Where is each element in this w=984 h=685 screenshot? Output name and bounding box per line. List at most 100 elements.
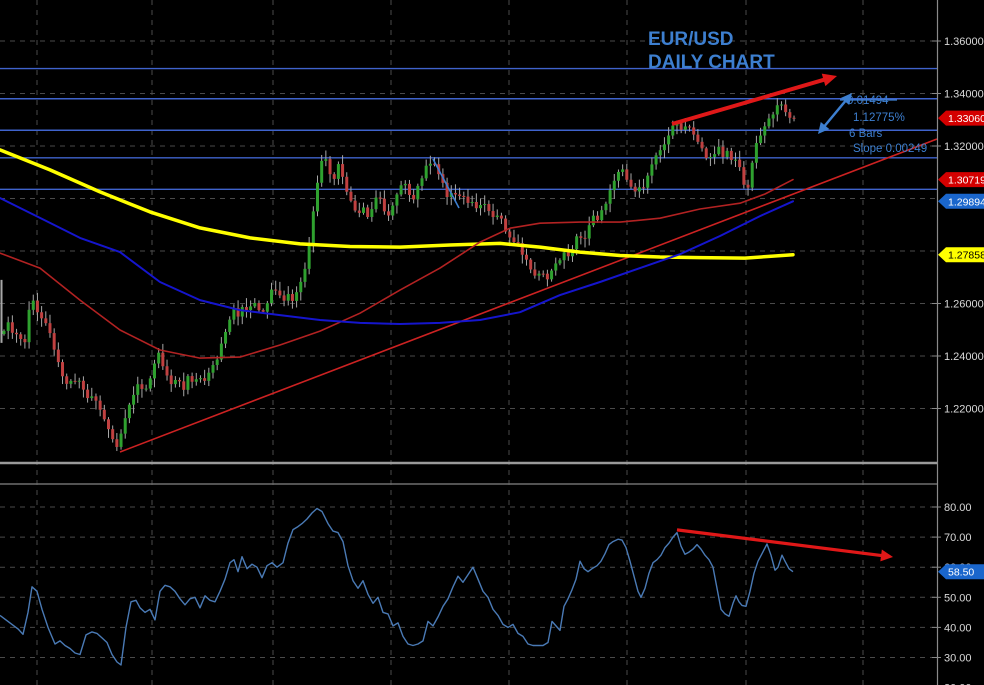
bull-candle	[537, 273, 541, 276]
ma-yellow-sma	[0, 148, 795, 260]
price-badge: 1.33060	[938, 110, 984, 126]
bear-candle	[704, 148, 708, 159]
bear-candle	[236, 308, 240, 317]
bear-candle	[533, 269, 537, 276]
bear-candle	[290, 294, 294, 301]
bear-candle	[566, 252, 570, 257]
bear-candle	[98, 400, 102, 410]
measure-slope-label[interactable]: Slope 0.00249	[853, 143, 927, 155]
main-panel[interactable]	[0, 97, 937, 453]
bear-candle	[525, 254, 528, 260]
bull-candle	[370, 209, 374, 217]
bear-candle	[178, 379, 182, 382]
bear-candle	[792, 117, 796, 119]
bear-candle	[357, 210, 361, 213]
annotation-layer	[671, 73, 893, 562]
bear-candle	[466, 196, 470, 203]
bull-candle	[299, 281, 303, 293]
bear-candle	[458, 194, 462, 197]
bear-candle	[696, 134, 700, 142]
bear-candle	[499, 215, 503, 219]
bear-candle	[274, 289, 278, 291]
bear-candle	[19, 334, 23, 339]
bull-candle	[194, 379, 198, 382]
bull-candle	[771, 114, 775, 119]
chart-title-line2: DAILY CHART	[648, 52, 775, 73]
bear-candle	[516, 242, 520, 244]
bull-candle	[224, 331, 228, 344]
indicator-tick-label: 30.00	[944, 653, 972, 665]
bull-candle	[424, 165, 428, 179]
bear-candle	[107, 419, 110, 430]
bull-candle	[558, 260, 562, 264]
bull-candle	[470, 201, 474, 203]
bull-candle	[608, 190, 612, 204]
bear-candle	[328, 159, 332, 175]
bull-candle	[90, 396, 94, 399]
measure-bars-label[interactable]: 6 Bars	[849, 128, 882, 140]
panel-divider[interactable]	[0, 461, 984, 485]
bear-candle	[487, 204, 491, 212]
bull-candle	[616, 171, 620, 181]
svg-text:1.29894: 1.29894	[948, 196, 984, 208]
bear-candle	[52, 333, 56, 350]
bull-candle	[374, 197, 378, 210]
indicator-panel[interactable]	[0, 507, 794, 666]
bear-candle	[345, 176, 349, 192]
bull-candle	[144, 388, 148, 390]
measure-percent-label[interactable]: 1.12775%	[853, 112, 905, 124]
bear-candle	[169, 375, 173, 385]
price-axis[interactable]: 1.36000 1.34000 1.32000 1.26000 1.24000 1.220…	[932, 0, 984, 685]
measure-range-label[interactable]: 0.01494	[847, 95, 889, 107]
bull-candle	[119, 433, 123, 447]
bull-candle	[495, 215, 499, 218]
bear-candle	[10, 322, 14, 333]
bull-candle	[123, 418, 127, 434]
bear-candle	[94, 396, 98, 401]
bear-candle	[61, 362, 65, 377]
bear-candle	[679, 123, 683, 130]
red-trend-arrow[interactable]	[671, 73, 837, 126]
bear-candle	[633, 186, 637, 192]
indicator-tick-label: 50.00	[944, 592, 972, 604]
bear-candle	[48, 323, 52, 334]
bull-candle	[219, 343, 223, 360]
arrowhead-icon	[840, 93, 852, 105]
bear-candle	[462, 196, 466, 198]
bear-candle	[625, 169, 629, 180]
svg-text:1.33060: 1.33060	[948, 113, 984, 125]
bull-candle	[198, 378, 202, 380]
bull-candle	[232, 308, 236, 320]
bear-candle	[56, 349, 60, 363]
bear-candle	[81, 380, 85, 390]
bull-candle	[77, 380, 81, 382]
rsi-divergence-arrow[interactable]	[676, 528, 893, 562]
bull-candle	[399, 185, 403, 195]
bull-candle	[303, 268, 307, 282]
bull-candle	[587, 225, 591, 239]
bull-candle	[717, 146, 721, 155]
bull-candle	[27, 309, 31, 343]
ma-red-sma	[0, 178, 794, 359]
bear-candle	[65, 376, 69, 384]
bull-candle	[734, 159, 737, 161]
axis-background	[938, 0, 984, 685]
mini-trendline[interactable]	[432, 158, 460, 209]
measure-double-arrow[interactable]	[818, 93, 852, 135]
bull-candle	[307, 244, 311, 269]
bull-candle	[713, 154, 717, 157]
indicator-tick-label: 20.00	[944, 683, 972, 685]
bull-candle	[395, 194, 399, 206]
bear-candle	[244, 307, 248, 311]
bear-candle	[382, 198, 386, 212]
bear-candle	[111, 429, 115, 440]
bull-candle	[612, 180, 616, 191]
bear-candle	[73, 380, 77, 382]
trendline[interactable]	[119, 138, 937, 453]
bull-candle	[152, 363, 156, 379]
price-badge: 1.30719	[938, 172, 984, 188]
bear-candle	[349, 191, 353, 201]
price-tick-label: 1.24000	[944, 351, 984, 363]
